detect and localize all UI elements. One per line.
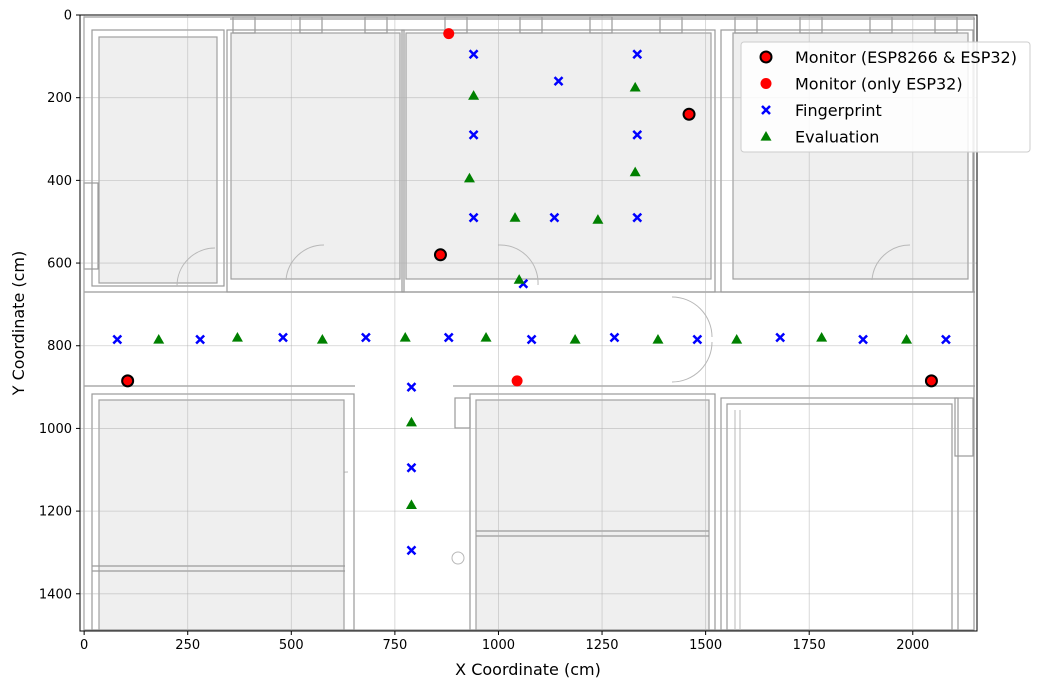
data-point <box>360 332 371 343</box>
data-point <box>468 49 479 60</box>
data-point <box>553 76 564 87</box>
floor-plan <box>83 16 975 631</box>
data-point <box>629 81 641 92</box>
legend-label: Monitor (ESP8266 & ESP32) <box>795 48 1017 67</box>
data-markers <box>112 28 951 556</box>
data-point <box>549 212 560 223</box>
x-tick-label: 750 <box>382 638 407 653</box>
data-point <box>316 334 328 344</box>
data-point <box>692 334 703 345</box>
series-monitor-esp8266-esp32 <box>121 107 938 388</box>
data-point <box>941 334 951 345</box>
legend-marker-evaluation <box>760 131 772 141</box>
data-point <box>526 334 537 345</box>
data-point <box>195 334 206 345</box>
y-tick-label: 0 <box>64 9 72 24</box>
data-point <box>632 130 643 140</box>
data-point <box>231 331 243 342</box>
y-tick-label: 1200 <box>39 505 72 520</box>
data-point <box>278 332 288 343</box>
x-tick-label: 0 <box>80 638 88 653</box>
data-point <box>682 107 696 121</box>
grid <box>80 14 977 631</box>
y-axis-label: Y Coordinate (cm) <box>9 251 28 397</box>
data-point <box>468 90 480 100</box>
data-point <box>399 331 411 342</box>
data-point <box>463 172 475 183</box>
data-point <box>816 331 828 342</box>
y-tick-label: 1000 <box>39 422 72 437</box>
data-point <box>632 212 643 223</box>
data-point <box>858 334 868 345</box>
data-point <box>405 416 417 427</box>
data-point <box>121 374 135 388</box>
data-point <box>731 334 743 344</box>
data-point <box>153 334 165 344</box>
series-fingerprint <box>112 49 951 556</box>
data-point <box>406 545 417 556</box>
data-point <box>511 375 523 387</box>
y-tick-label: 1400 <box>39 587 72 602</box>
data-point <box>513 274 525 284</box>
data-point <box>433 248 447 262</box>
x-tick-label: 1000 <box>482 638 515 653</box>
data-point <box>632 49 643 60</box>
y-tick-label: 200 <box>47 91 72 106</box>
data-point <box>609 332 620 343</box>
data-point <box>468 130 479 140</box>
data-point <box>629 166 641 177</box>
legend: Monitor (ESP8266 & ESP32) Monitor (only E… <box>740 41 1031 153</box>
legend-marker-monitor-esp8266-esp32 <box>759 50 773 64</box>
x-tick-label: 500 <box>279 638 304 653</box>
series-evaluation <box>153 81 913 510</box>
data-point <box>443 332 454 343</box>
legend-marker-fingerprint <box>761 105 771 115</box>
y-axis-ticks: 0 200 400 600 800 1000 1200 1400 <box>39 9 80 602</box>
data-point <box>652 334 664 344</box>
data-point <box>405 499 417 510</box>
data-point <box>443 28 455 40</box>
data-point <box>901 334 913 344</box>
data-point <box>112 334 123 345</box>
y-tick-label: 800 <box>47 339 72 354</box>
data-point <box>468 212 479 223</box>
legend-box <box>740 41 1031 153</box>
x-tick-label: 2000 <box>896 638 929 653</box>
data-point <box>569 334 581 344</box>
y-tick-label: 400 <box>47 174 72 189</box>
series-monitor-only-esp32 <box>443 28 523 387</box>
data-point <box>406 382 417 392</box>
legend-label: Evaluation <box>795 128 879 147</box>
legend-label: Monitor (only ESP32) <box>795 75 963 94</box>
x-tick-label: 250 <box>175 638 200 653</box>
x-axis-label: X Coordinate (cm) <box>455 660 601 679</box>
legend-marker-monitor-only-esp32 <box>760 78 772 89</box>
x-tick-label: 1250 <box>585 638 618 653</box>
data-point <box>775 332 786 343</box>
data-point <box>924 374 938 388</box>
x-tick-label: 1750 <box>793 638 826 653</box>
legend-label: Fingerprint <box>795 101 882 120</box>
x-axis-ticks: 0 250 500 750 1000 1250 1500 1750 2000 <box>80 631 929 653</box>
data-point <box>480 331 492 342</box>
data-point <box>592 214 604 224</box>
data-point <box>406 462 417 473</box>
y-tick-label: 600 <box>47 257 72 272</box>
data-point <box>509 212 521 222</box>
plot-frame <box>79 14 978 632</box>
x-tick-label: 1500 <box>689 638 722 653</box>
